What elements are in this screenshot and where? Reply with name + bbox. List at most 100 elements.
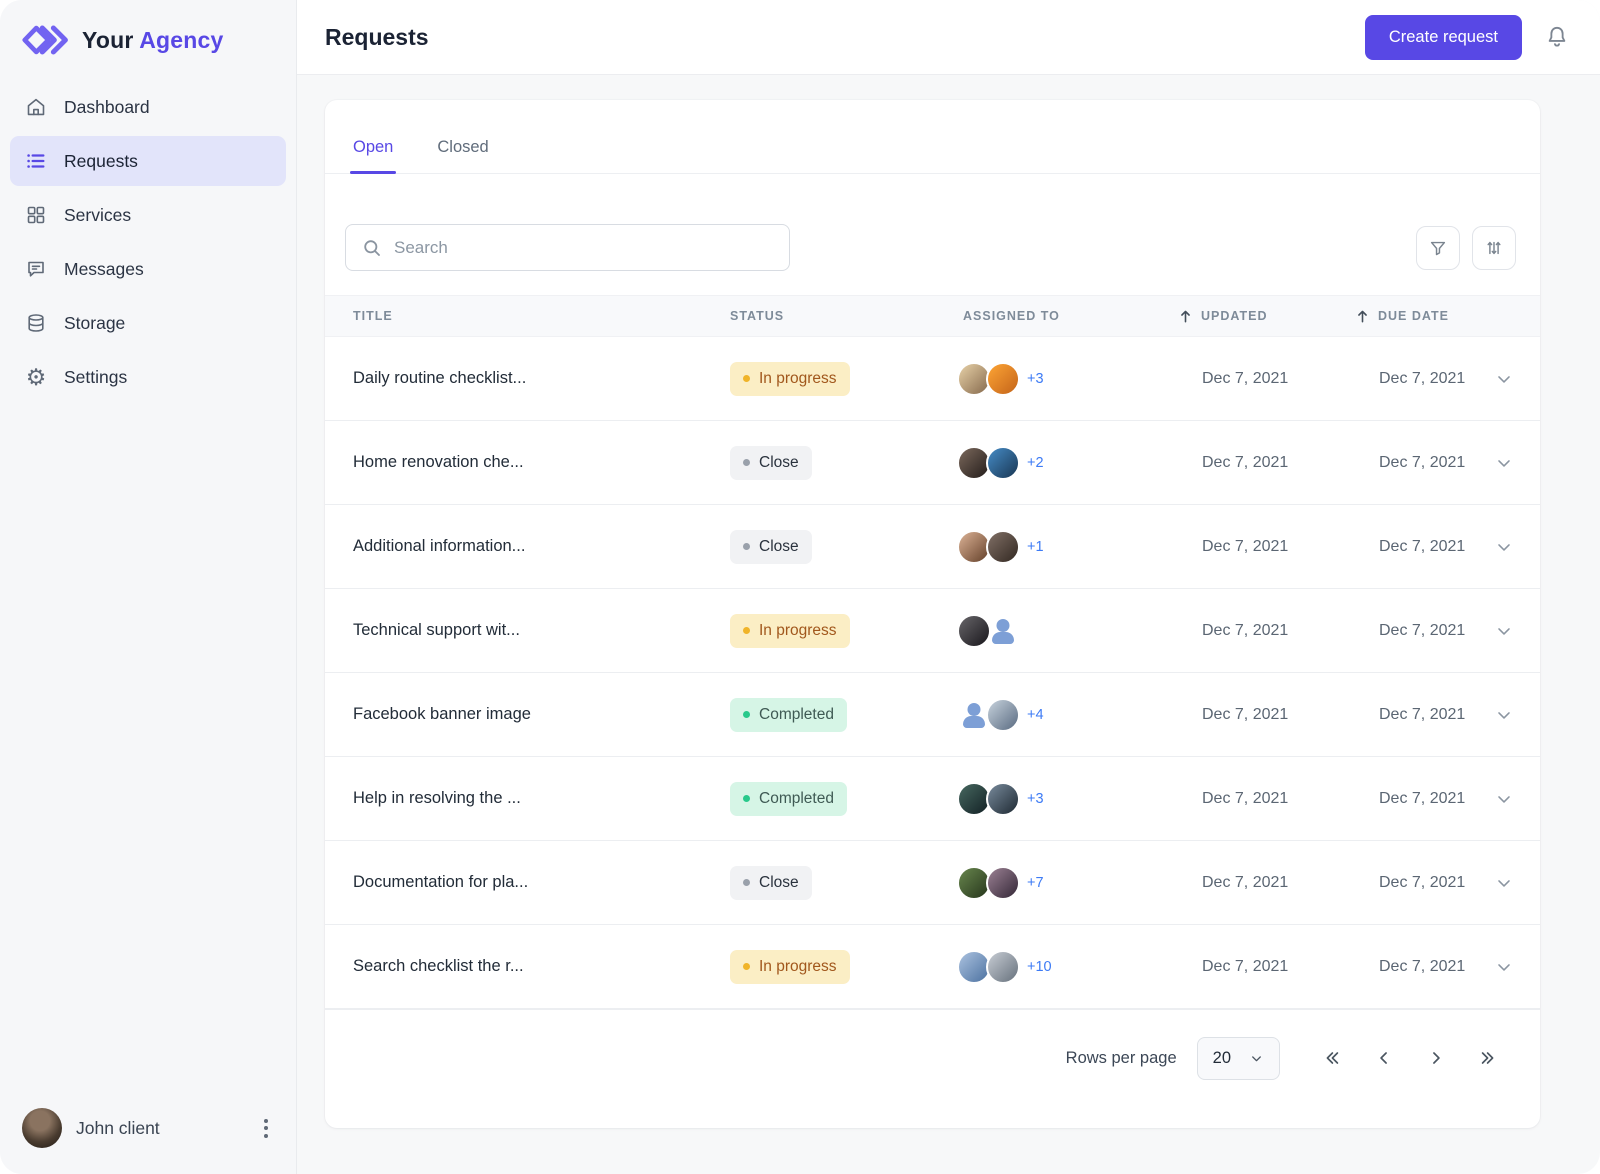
updated-date: Dec 7, 2021	[1202, 873, 1289, 891]
table-row[interactable]: Facebook banner image Completed +4 Dec 7…	[325, 673, 1540, 757]
table-row[interactable]: Additional information... Close +1 Dec 7…	[325, 505, 1540, 589]
sidebar-item-messages[interactable]: Messages	[10, 244, 286, 294]
updated-date: Dec 7, 2021	[1202, 453, 1289, 471]
assignee-avatar	[986, 949, 1020, 984]
expand-row-button[interactable]	[1490, 957, 1514, 977]
search-icon	[362, 238, 382, 258]
chevron-down-icon	[1252, 1055, 1261, 1061]
page-title: Requests	[325, 23, 429, 50]
assignees: +1	[957, 529, 1178, 564]
due-date: Dec 7, 2021	[1379, 789, 1466, 807]
search-box[interactable]	[345, 224, 790, 271]
sidebar-item-label: Requests	[64, 150, 138, 171]
table-row[interactable]: Daily routine checklist... In progress +…	[325, 337, 1540, 421]
chevron-down-icon	[1498, 375, 1510, 383]
assignee-overflow-count[interactable]: +7	[1027, 874, 1044, 891]
request-title: Additional information...	[353, 537, 526, 555]
assignee-overflow-count[interactable]: +4	[1027, 706, 1044, 723]
assignee-avatar	[986, 781, 1020, 816]
request-title: Daily routine checklist...	[353, 369, 527, 387]
brand-logo[interactable]: Your Agency	[10, 20, 286, 82]
table-header-row: TITLE STATUS ASSIGNED TO UPDATED DUE DAT…	[325, 295, 1540, 337]
tab-open[interactable]: Open	[349, 138, 397, 174]
assignee-overflow-count[interactable]: +3	[1027, 370, 1044, 387]
user-menu-kebab-icon[interactable]	[258, 1113, 274, 1144]
assignees: +2	[957, 445, 1178, 480]
tab-bar: Open Closed	[325, 100, 1540, 174]
updated-date: Dec 7, 2021	[1202, 957, 1289, 975]
assignee-overflow-count[interactable]: +2	[1027, 454, 1044, 471]
sidebar-item-label: Dashboard	[64, 96, 150, 117]
column-title[interactable]: TITLE	[353, 309, 393, 323]
expand-row-button[interactable]	[1490, 537, 1514, 557]
last-page-button[interactable]	[1462, 1038, 1514, 1078]
chevron-down-icon	[1498, 543, 1510, 551]
sidebar-item-requests[interactable]: Requests	[10, 136, 286, 186]
create-request-button[interactable]: Create request	[1364, 14, 1522, 60]
updated-date: Dec 7, 2021	[1202, 369, 1289, 387]
due-date: Dec 7, 2021	[1379, 453, 1466, 471]
first-page-button[interactable]	[1306, 1038, 1358, 1078]
request-title: Documentation for pla...	[353, 873, 529, 891]
filter-button[interactable]	[1416, 225, 1460, 270]
column-settings-button[interactable]	[1472, 225, 1516, 270]
updated-date: Dec 7, 2021	[1202, 789, 1289, 807]
request-title: Facebook banner image	[353, 705, 531, 723]
sidebar-item-dashboard[interactable]: Dashboard	[10, 82, 286, 132]
assignee-avatar	[986, 361, 1020, 396]
previous-page-button[interactable]	[1358, 1038, 1410, 1078]
due-date: Dec 7, 2021	[1379, 621, 1466, 639]
assignee-avatar	[986, 697, 1020, 732]
expand-row-button[interactable]	[1490, 789, 1514, 809]
sidebar-item-label: Messages	[64, 258, 144, 279]
list-icon	[24, 149, 48, 173]
chat-icon	[24, 257, 48, 281]
assignee-overflow-count[interactable]: +3	[1027, 790, 1044, 807]
user-name: John client	[76, 1117, 160, 1138]
sidebar-item-storage[interactable]: Storage	[10, 298, 286, 348]
assignee-overflow-count[interactable]: +1	[1027, 538, 1044, 555]
status-badge: Completed	[730, 697, 847, 732]
column-status[interactable]: STATUS	[730, 309, 785, 323]
assignee-overflow-count[interactable]: +10	[1027, 958, 1052, 975]
table-row[interactable]: Documentation for pla... Close +7 Dec 7,…	[325, 841, 1540, 925]
expand-row-button[interactable]	[1490, 621, 1514, 641]
due-date: Dec 7, 2021	[1379, 957, 1466, 975]
table-row[interactable]: Home renovation che... Close +2 Dec 7, 2…	[325, 421, 1540, 505]
sidebar-item-settings[interactable]: ⚙ Settings	[10, 352, 286, 402]
notifications-bell-icon[interactable]	[1544, 24, 1570, 50]
request-title: Home renovation che...	[353, 453, 524, 471]
double-chevron-right-icon	[1481, 1052, 1494, 1064]
tab-closed[interactable]: Closed	[437, 138, 489, 156]
table-row[interactable]: Technical support wit... In progress Dec…	[325, 589, 1540, 673]
sort-columns-icon	[1487, 241, 1501, 254]
current-user[interactable]: John client	[10, 1100, 286, 1156]
chevron-down-icon	[1498, 963, 1510, 971]
next-page-button[interactable]	[1410, 1038, 1462, 1078]
expand-row-button[interactable]	[1490, 705, 1514, 725]
brand-name: Your Agency	[82, 26, 224, 53]
expand-row-button[interactable]	[1490, 453, 1514, 473]
assignees: +10	[957, 949, 1178, 984]
top-bar: Requests Create request	[297, 0, 1600, 75]
rows-per-page-select[interactable]: 20	[1196, 1036, 1280, 1080]
updated-date: Dec 7, 2021	[1202, 537, 1289, 555]
column-assigned[interactable]: ASSIGNED TO	[963, 309, 1060, 323]
expand-row-button[interactable]	[1490, 873, 1514, 893]
sidebar-item-label: Storage	[64, 312, 126, 333]
sidebar-item-services[interactable]: Services	[10, 190, 286, 240]
grid-icon	[24, 203, 48, 227]
search-input[interactable]	[394, 237, 773, 258]
table-row[interactable]: Help in resolving the ... Completed +3 D…	[325, 757, 1540, 841]
requests-card: Open Closed	[325, 100, 1540, 1128]
status-badge: In progress	[730, 361, 850, 396]
assignee-avatar	[986, 865, 1020, 900]
gear-icon: ⚙	[25, 363, 47, 390]
column-updated[interactable]: UPDATED	[1178, 309, 1355, 324]
column-due-date[interactable]: DUE DATE	[1355, 309, 1490, 324]
database-icon	[24, 311, 48, 335]
expand-row-button[interactable]	[1490, 369, 1514, 389]
table-row[interactable]: Search checklist the r... In progress +1…	[325, 925, 1540, 1009]
due-date: Dec 7, 2021	[1379, 537, 1466, 555]
